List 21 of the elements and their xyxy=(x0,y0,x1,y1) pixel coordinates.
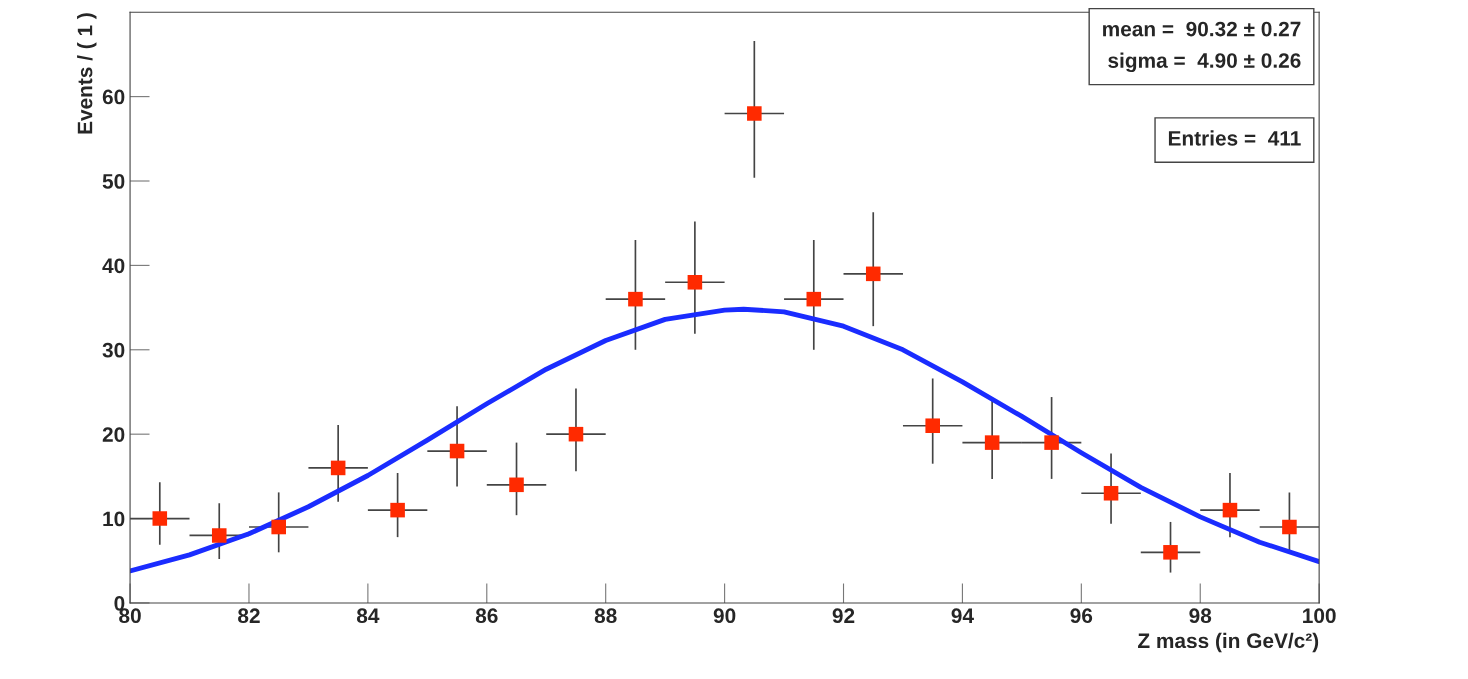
x-tick-label: 98 xyxy=(1189,608,1212,624)
y-tick-label: 10 xyxy=(103,511,125,527)
x-tick-label: 96 xyxy=(1070,608,1093,624)
y-tick-label: 40 xyxy=(102,258,125,274)
x-tick-label: 100 xyxy=(1303,608,1336,624)
annotation: Entries = 411 xyxy=(1168,130,1301,146)
x-tick-label: 92 xyxy=(832,608,855,624)
annotation: mean = 90.32 ± 0.27 xyxy=(1103,21,1301,37)
annotation: sigma = 4.90 ± 0.26 xyxy=(1108,52,1301,73)
x-tick-label: 88 xyxy=(594,608,617,624)
x-tick-label: 90 xyxy=(713,608,736,624)
y-tick-label: 50 xyxy=(102,174,125,189)
y-tick-label: 60 xyxy=(102,89,125,105)
x-tick-label: 86 xyxy=(475,608,498,624)
y-axis-title: Events / ( 1 ) xyxy=(77,13,97,134)
x-axis-title: Z mass (in GeV/c²) xyxy=(1138,632,1319,653)
x-tick-label: 94 xyxy=(951,608,974,624)
y-tick-label: 20 xyxy=(102,427,125,442)
x-tick-label: 82 xyxy=(238,608,260,624)
y-tick-label: 30 xyxy=(102,342,125,358)
x-tick-label: 84 xyxy=(356,608,380,624)
